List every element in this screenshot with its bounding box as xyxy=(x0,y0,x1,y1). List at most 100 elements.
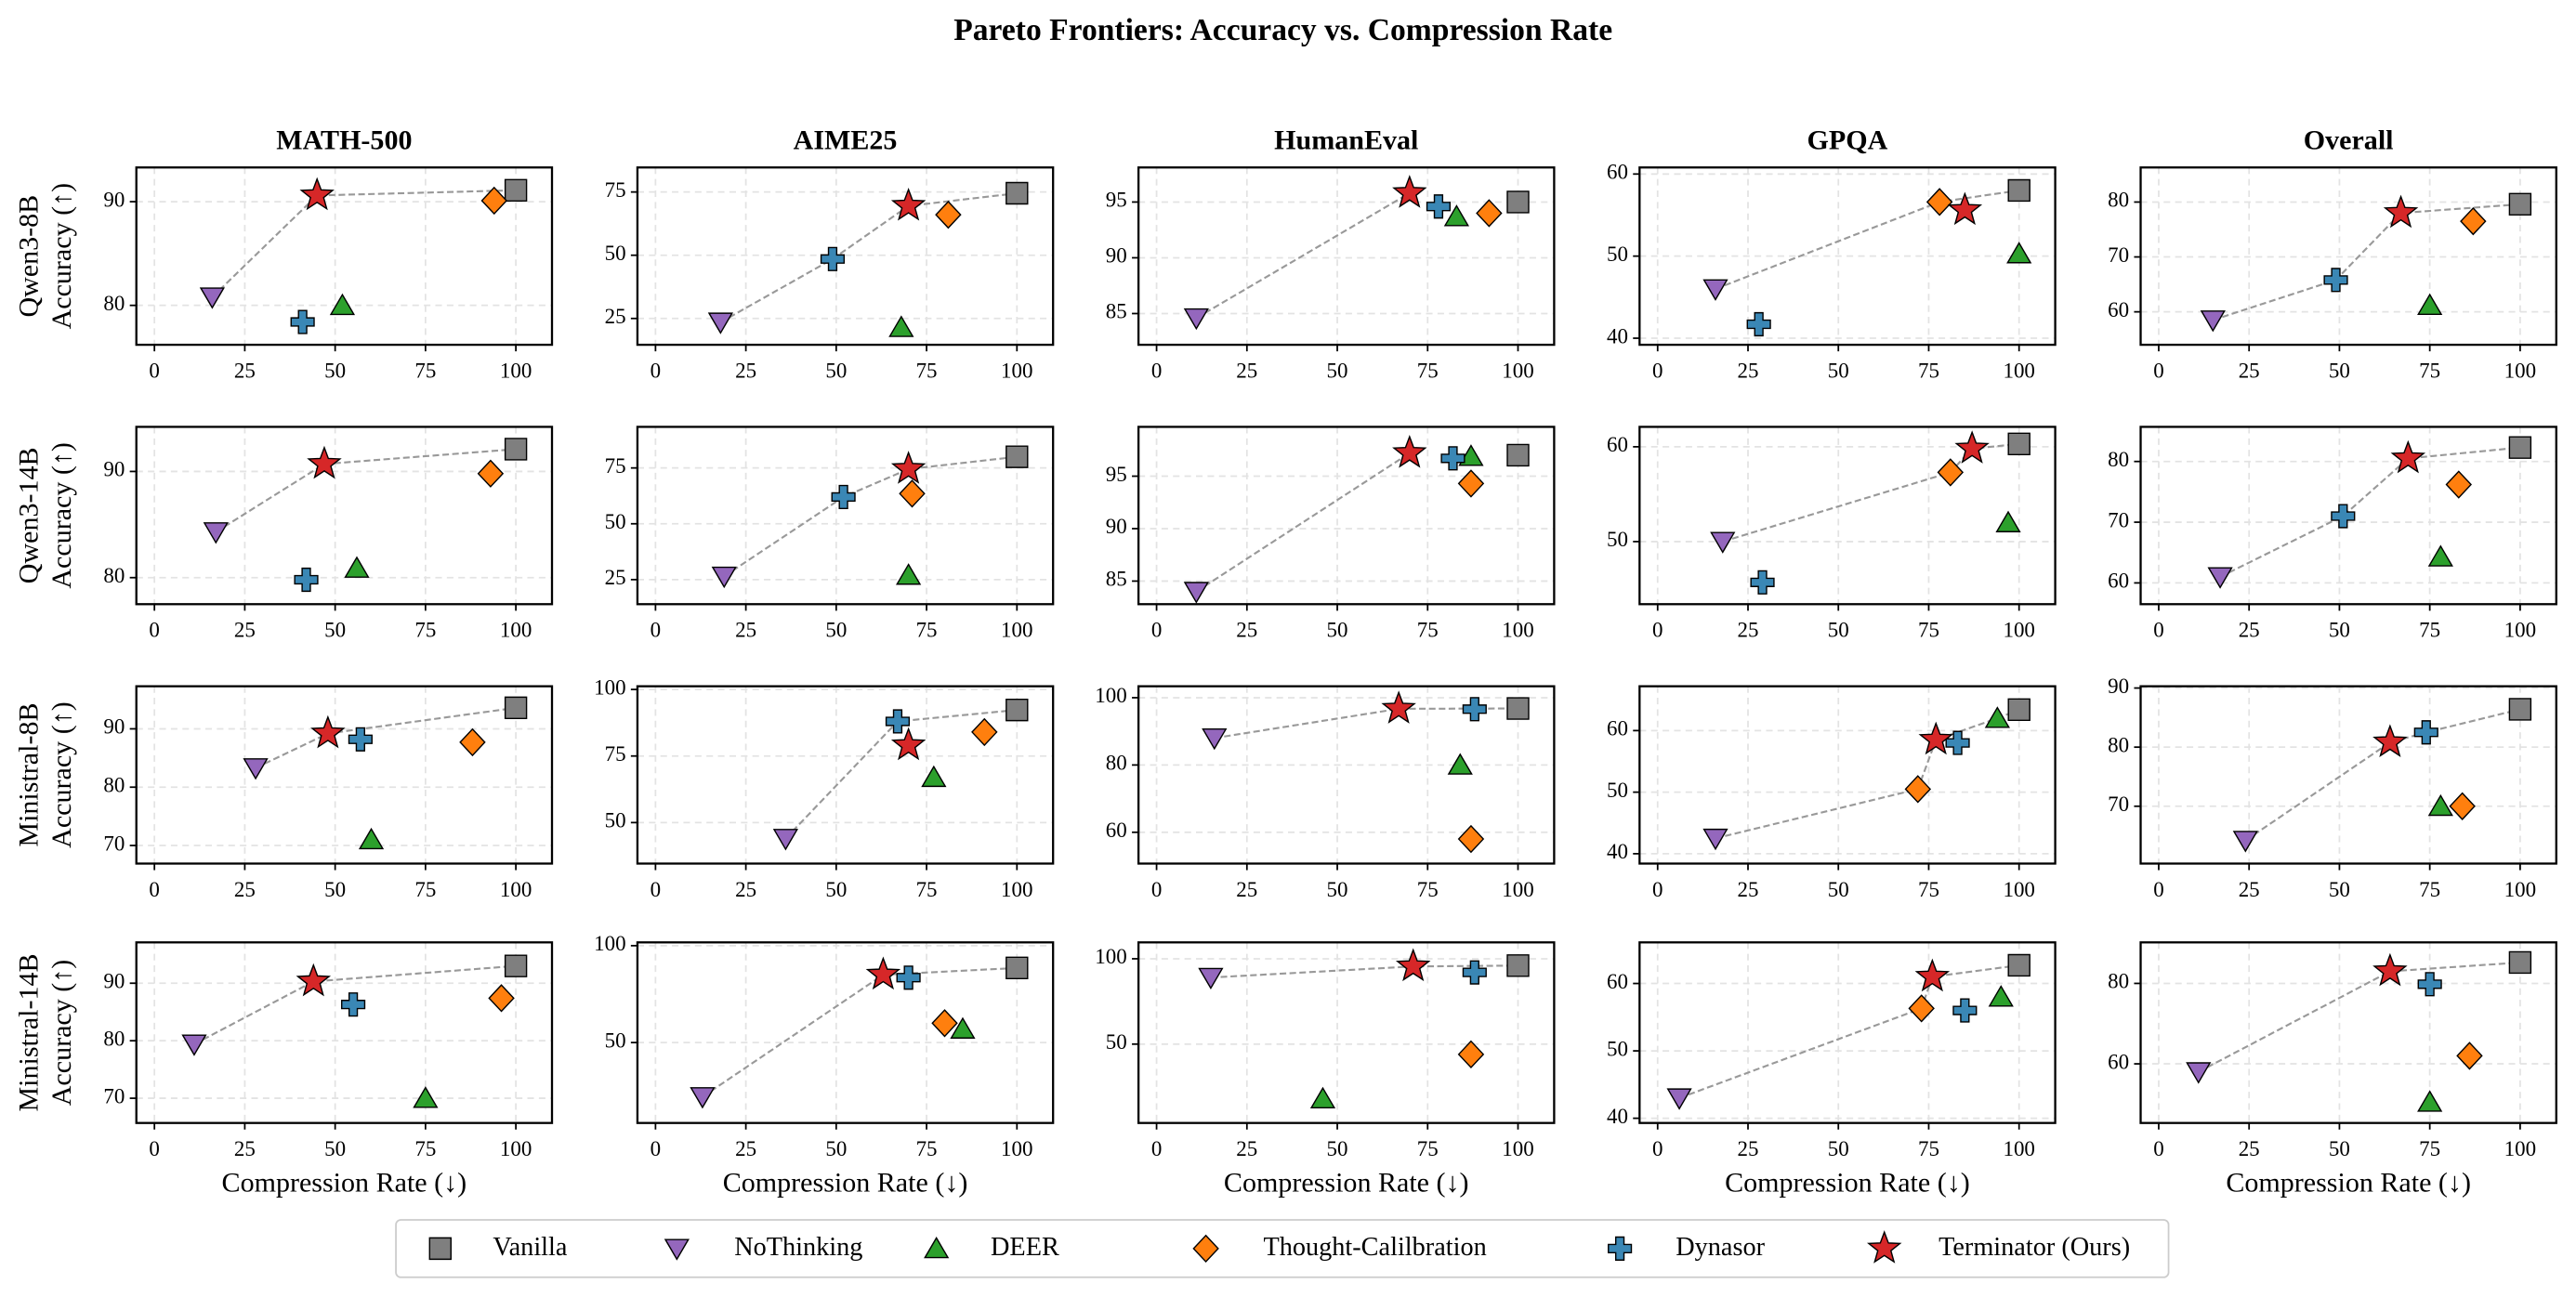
x-tick-label: 75 xyxy=(916,619,938,642)
y-tick-label: 100 xyxy=(594,675,625,699)
marker-triangle-down xyxy=(1183,308,1209,331)
marker-square xyxy=(1506,443,1530,467)
x-tick-label: 75 xyxy=(414,619,436,642)
marker-triangle-down xyxy=(711,566,737,589)
x-tick-label: 25 xyxy=(1738,1137,1759,1160)
x-tick-label: 25 xyxy=(1236,359,1257,382)
marker-diamond xyxy=(2456,1042,2483,1070)
x-tick-label: 50 xyxy=(1828,878,1849,901)
x-tick-label: 0 xyxy=(149,878,159,901)
x-tick-label: 50 xyxy=(1327,1137,1348,1160)
x-tick-label: 25 xyxy=(1236,878,1257,901)
x-tick-label: 0 xyxy=(1652,878,1663,901)
legend-marker xyxy=(664,1238,690,1261)
x-tick-label: 100 xyxy=(2504,359,2536,382)
y-tick-label: 25 xyxy=(605,566,626,589)
marker-plus xyxy=(1952,998,1978,1023)
marker-triangle-up xyxy=(2417,1090,2443,1112)
marker-plus xyxy=(348,727,373,752)
x-tick-label: 100 xyxy=(2003,619,2034,642)
y-tick-label: 50 xyxy=(605,809,626,832)
marker-plus xyxy=(1750,570,1775,595)
y-axis-label: Ministral-8B xyxy=(13,702,44,846)
x-tick-label: 100 xyxy=(2504,878,2536,901)
x-tick-label: 0 xyxy=(149,619,159,642)
x-tick-label: 0 xyxy=(1652,359,1663,382)
marker-triangle-down xyxy=(690,1087,716,1109)
y-axis-label: Accuracy (↑) xyxy=(46,183,77,330)
pareto-frontier xyxy=(2219,446,2520,578)
subplot: 0 25 50 75 100 80 90 MATH-500 Qwen3-8B Accuracy (… xyxy=(13,125,554,382)
y-tick-label: 25 xyxy=(605,305,626,328)
marker-plus xyxy=(1462,960,1487,985)
marker-square xyxy=(1506,190,1530,214)
x-tick-label: 75 xyxy=(1918,878,1939,901)
marker-triangle-up xyxy=(2417,293,2443,315)
x-tick-label: 50 xyxy=(1327,619,1348,642)
marker-square xyxy=(2508,436,2532,459)
x-tick-label: 50 xyxy=(324,359,346,382)
x-tick-label: 50 xyxy=(825,1137,847,1160)
legend-marker xyxy=(1192,1234,1219,1264)
marker-square xyxy=(1005,445,1029,468)
subplot: 0 25 50 75 100 50 100 Compression Rate (↓) xyxy=(594,932,1055,1199)
marker-plus xyxy=(2331,504,2356,529)
marker-triangle-up xyxy=(1447,753,1473,775)
y-tick-label: 50 xyxy=(605,1028,626,1052)
marker-triangle-up xyxy=(1309,1086,1336,1109)
x-tick-label: 75 xyxy=(1918,619,1939,642)
x-tick-label: 25 xyxy=(234,878,256,901)
axes-frame xyxy=(1638,166,2057,347)
x-tick-label: 25 xyxy=(735,359,756,382)
x-tick-label: 0 xyxy=(149,1137,159,1160)
x-tick-label: 50 xyxy=(324,878,346,901)
marker-plus xyxy=(896,965,921,990)
y-tick-label: 50 xyxy=(605,242,626,265)
x-tick-label: 100 xyxy=(500,619,532,642)
marker-square xyxy=(2508,950,2532,975)
y-tick-label: 85 xyxy=(1106,568,1127,591)
y-tick-label: 100 xyxy=(1095,684,1126,707)
marker-plus xyxy=(1440,446,1465,471)
marker-square xyxy=(1005,181,1029,205)
axes-frame xyxy=(2139,426,2557,606)
x-tick-label: 75 xyxy=(916,1137,938,1160)
x-tick-label: 75 xyxy=(1417,359,1439,382)
axes-frame xyxy=(636,941,1055,1124)
pareto-frontier xyxy=(211,189,517,298)
subplot: 0 25 50 75 100 60 80 Compression Rate (↓) xyxy=(2108,941,2557,1199)
column-title: Overall xyxy=(2304,125,2394,156)
axes-frame xyxy=(135,426,554,606)
marker-diamond xyxy=(931,1009,958,1038)
x-tick-label: 25 xyxy=(2239,878,2260,901)
marker-square xyxy=(504,438,528,461)
y-tick-label: 70 xyxy=(103,832,125,855)
x-tick-label: 0 xyxy=(651,619,661,642)
subplot: 0 25 50 75 100 40 50 60 GPQA xyxy=(1607,125,2057,382)
x-tick-label: 25 xyxy=(735,1137,756,1160)
x-tick-label: 50 xyxy=(2329,878,2350,901)
y-tick-label: 90 xyxy=(103,188,125,211)
y-tick-label: 60 xyxy=(1607,717,1628,740)
marker-plus xyxy=(2323,268,2348,293)
axes-frame xyxy=(1137,426,1556,606)
y-tick-label: 60 xyxy=(2108,298,2129,321)
marker-triangle-down xyxy=(1198,967,1224,990)
axes-frame xyxy=(2139,685,2557,865)
x-tick-label: 100 xyxy=(1502,359,1533,382)
marker-square xyxy=(504,178,528,202)
x-tick-label: 75 xyxy=(2419,619,2440,642)
x-tick-label: 75 xyxy=(1918,1137,1939,1160)
x-tick-label: 50 xyxy=(2329,1137,2350,1160)
y-tick-label: 50 xyxy=(1607,1037,1628,1060)
x-tick-label: 50 xyxy=(825,359,847,382)
marker-star xyxy=(1954,430,1990,464)
subplot: 0 25 50 75 100 40 50 60 xyxy=(1607,685,2057,901)
x-tick-label: 0 xyxy=(651,359,661,382)
axes-frame xyxy=(1638,426,2057,606)
y-tick-label: 100 xyxy=(1095,945,1126,968)
x-tick-label: 100 xyxy=(2003,1137,2034,1160)
y-tick-label: 90 xyxy=(1106,515,1127,538)
y-tick-label: 70 xyxy=(103,1084,125,1107)
